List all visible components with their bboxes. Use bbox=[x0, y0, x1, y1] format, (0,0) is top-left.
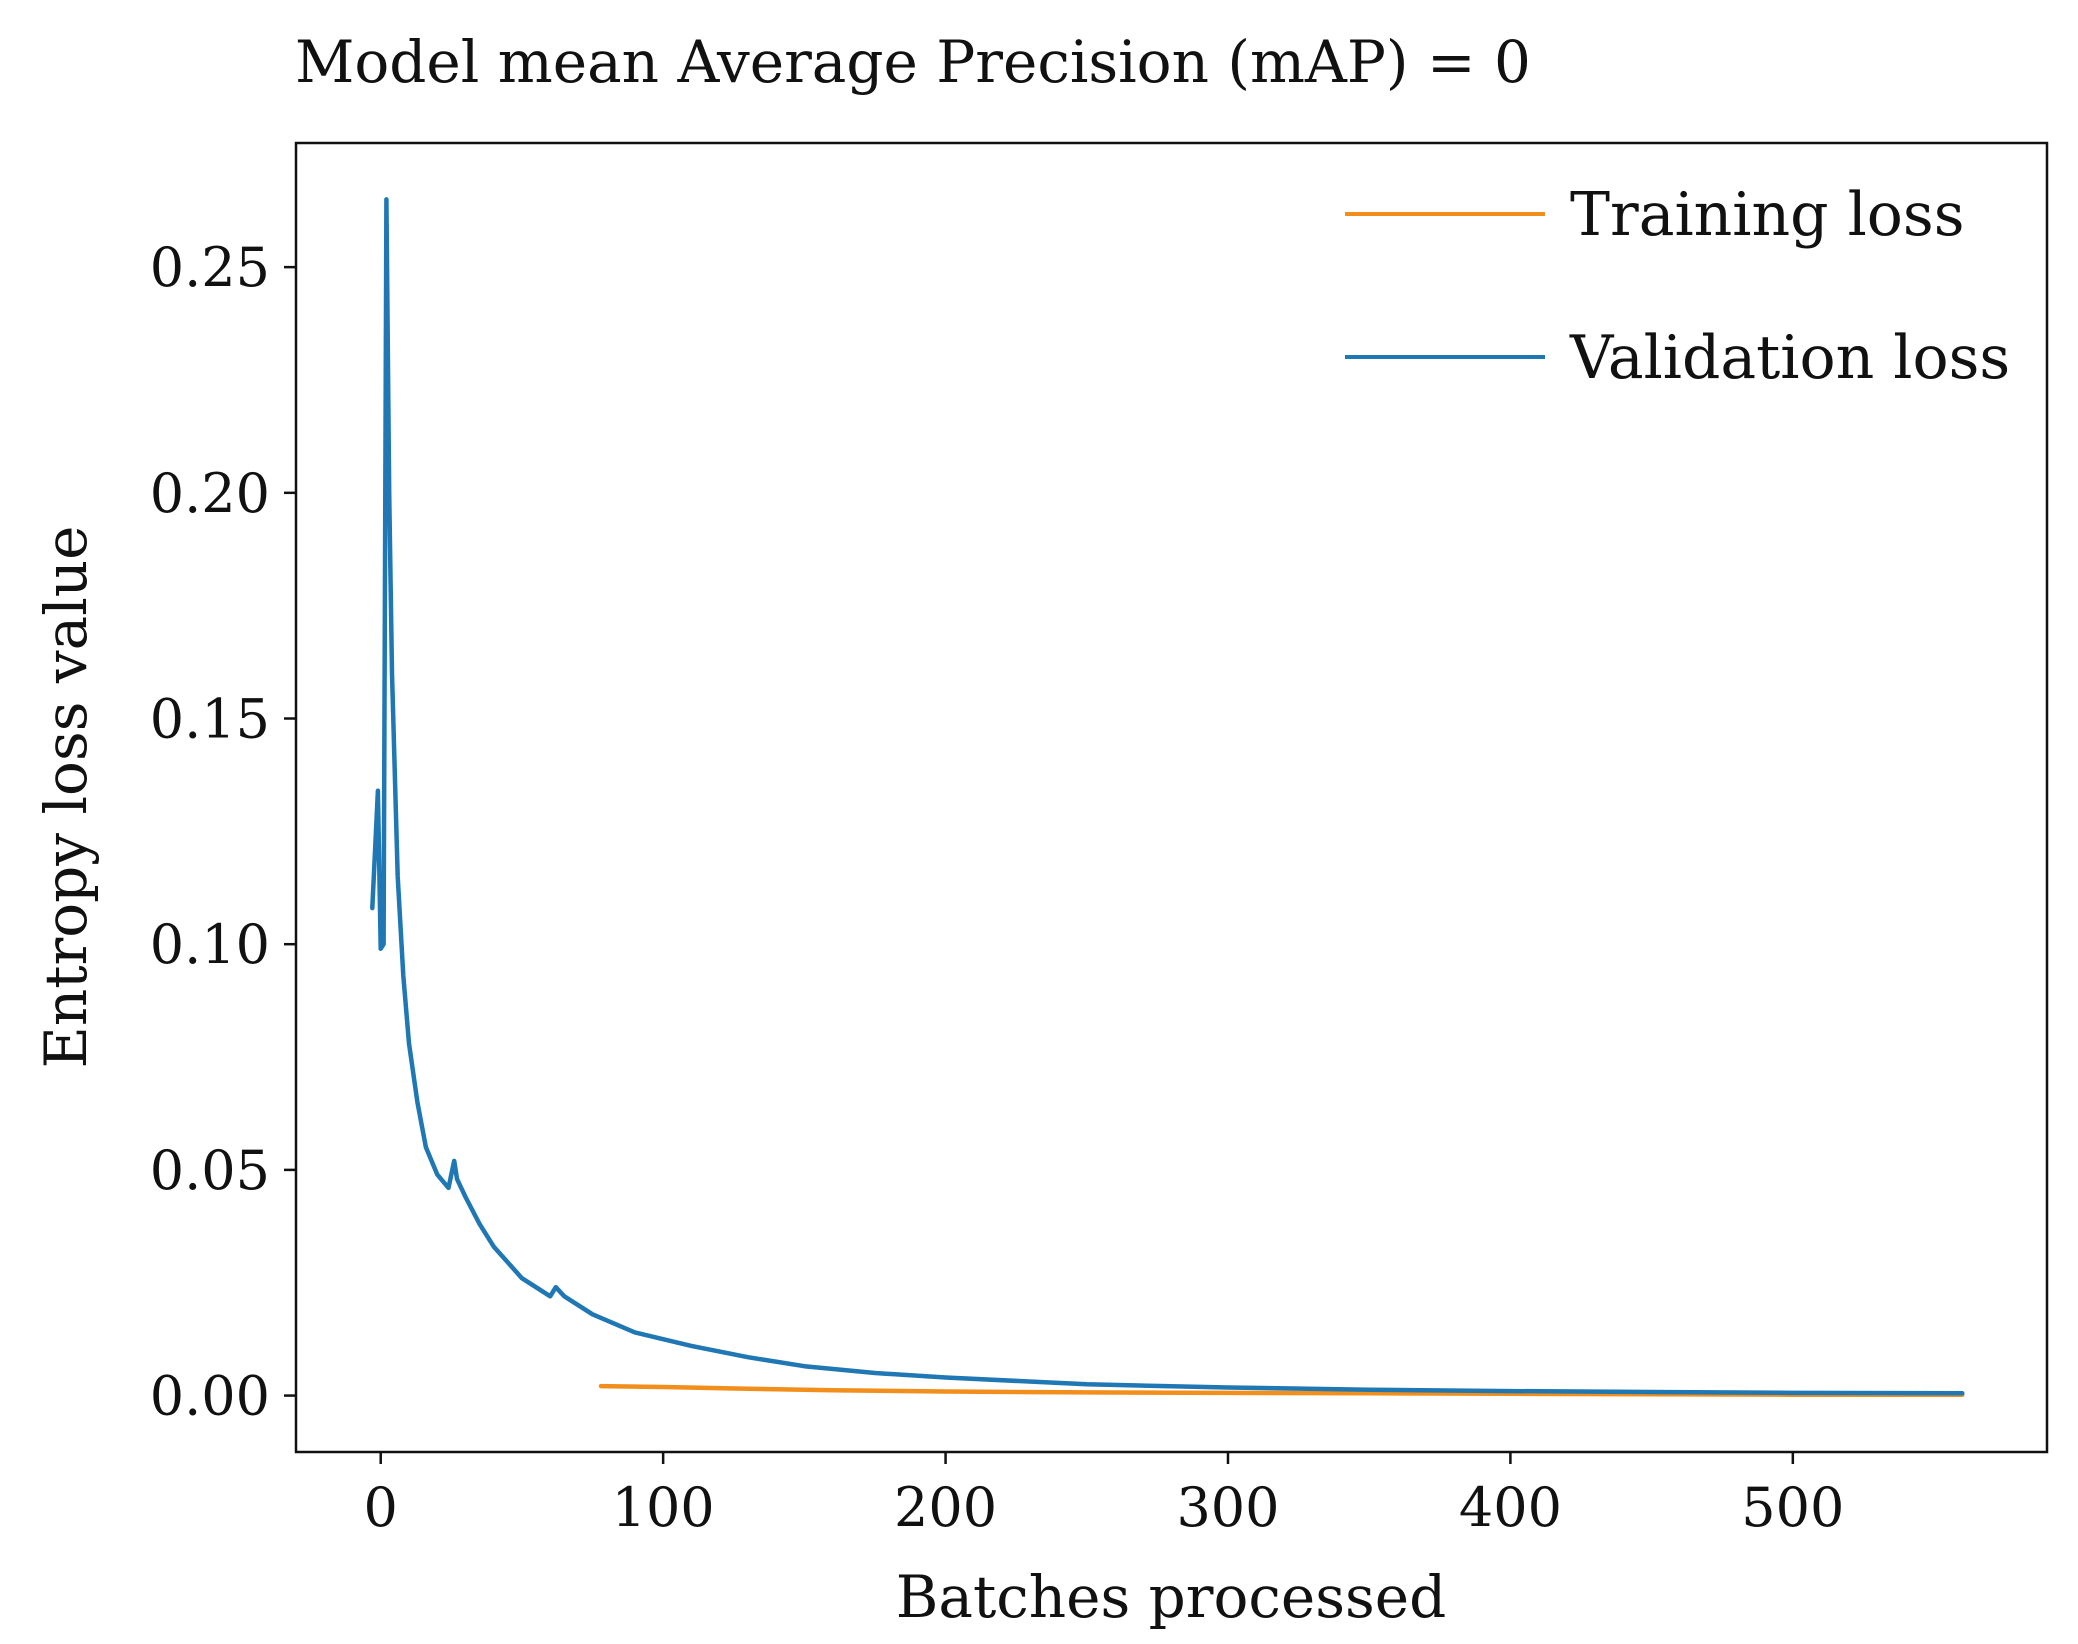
x-tick-label-100: 100 bbox=[612, 1476, 715, 1539]
y-tick-label-0.25: 0.25 bbox=[150, 236, 270, 299]
y-tick-label-0.20: 0.20 bbox=[150, 462, 270, 525]
legend-label-training-loss: Training loss bbox=[1570, 180, 1965, 250]
y-tick-label-0.10: 0.10 bbox=[150, 913, 270, 976]
y-axis-ticks: 0.00 0.05 0.10 0.15 0.20 0.25 bbox=[150, 236, 296, 1428]
y-axis-label: Entropy loss value bbox=[32, 526, 100, 1069]
y-tick-label-0.05: 0.05 bbox=[150, 1139, 270, 1202]
y-tick-label-0.15: 0.15 bbox=[150, 688, 270, 751]
x-axis-label: Batches processed bbox=[896, 1563, 1446, 1631]
x-tick-label-200: 200 bbox=[894, 1476, 997, 1539]
legend-label-validation-loss: Validation loss bbox=[1569, 323, 2010, 393]
x-tick-label-400: 400 bbox=[1459, 1476, 1562, 1539]
x-tick-label-0: 0 bbox=[364, 1476, 398, 1539]
series-line-validation-loss bbox=[370, 197, 1965, 1396]
x-tick-label-300: 300 bbox=[1176, 1476, 1279, 1539]
legend: Training loss Validation loss bbox=[1345, 180, 2010, 393]
x-axis-ticks: 0 100 200 300 400 500 bbox=[364, 1452, 1844, 1539]
series-layer bbox=[370, 197, 1965, 1397]
plot-area-frame bbox=[294, 141, 2049, 1454]
x-tick-label-500: 500 bbox=[1741, 1476, 1844, 1539]
y-tick-label-0.00: 0.00 bbox=[150, 1365, 270, 1428]
chart-title: Model mean Average Precision (mAP) = 0 bbox=[295, 28, 1531, 96]
